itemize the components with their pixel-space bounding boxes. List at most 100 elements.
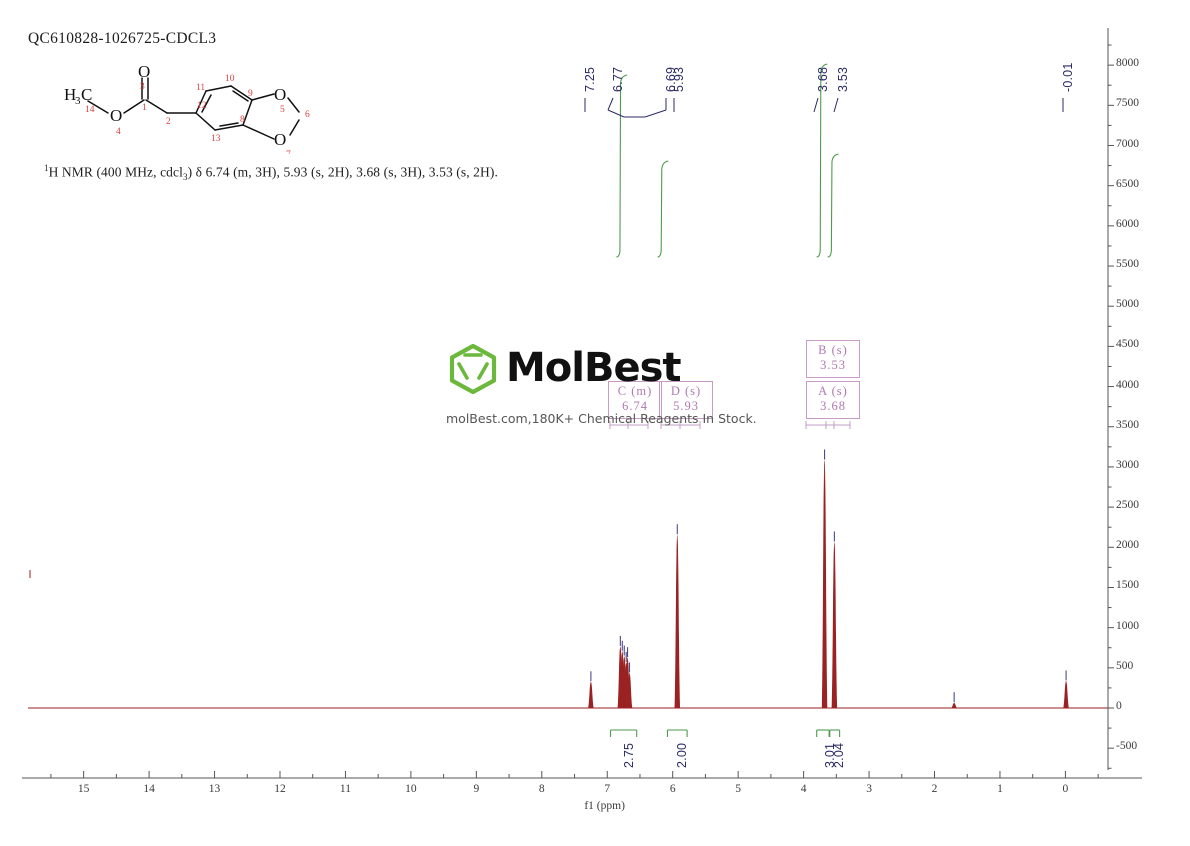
- x-axis-label: 7: [604, 783, 611, 795]
- atom-number-2: 2: [166, 117, 171, 127]
- molbest-tagline: molBest.com,180K+ Chemical Reagents In S…: [446, 411, 757, 426]
- spectrum-title: QC610828-1026725-CDCL3: [28, 30, 217, 47]
- y-axis-label: 6000: [1116, 217, 1139, 230]
- nmr-body: H NMR (400 MHz, cdcl: [48, 164, 183, 180]
- atom-number-14: 14: [85, 105, 95, 115]
- molbest-watermark: MolBest molBest.com,180K+ Chemical Reage…: [446, 342, 757, 438]
- nmr-nucleus-superscript: 1: [44, 163, 49, 173]
- structure-svg: H 3 C O O O O 14 4 3 1 2 12 11 10 9 8 13…: [64, 62, 310, 154]
- y-axis-label: 5000: [1116, 298, 1139, 311]
- atom-number-5: 5: [280, 105, 285, 115]
- atom-number-3: 3: [140, 82, 145, 92]
- nmr-rest: ) δ 6.74 (m, 3H), 5.93 (s, 2H), 3.68 (s,…: [187, 164, 498, 180]
- peak-1.7: [951, 702, 957, 709]
- atom-number-6: 6: [305, 110, 310, 120]
- x-axis-label: 10: [405, 783, 417, 795]
- x-axis-label: 5: [735, 783, 742, 795]
- y-axis-label: 4500: [1116, 338, 1139, 351]
- y-axis-label: 2500: [1116, 499, 1139, 512]
- label-h3c: H: [64, 85, 76, 104]
- molecular-structure-diagram: H 3 C O O O O 14 4 3 1 2 12 11 10 9 8 13…: [24, 44, 344, 154]
- x-axis-label: 4: [800, 783, 807, 795]
- atom-number-10: 10: [225, 74, 235, 84]
- x-axis-label: 1: [997, 783, 1003, 795]
- atom-number-8: 8: [240, 115, 245, 125]
- integral-curve-1: [657, 160, 669, 258]
- x-axis-label: 8: [538, 783, 545, 795]
- y-axis-label: -500: [1116, 740, 1138, 753]
- x-axis-label: 9: [473, 783, 480, 795]
- peak-5.93: [674, 534, 681, 709]
- y-axis-label: 4000: [1116, 378, 1139, 391]
- multiplet-id: B (s): [818, 343, 848, 357]
- shift-leader: [813, 97, 819, 113]
- atom-number-13: 13: [211, 134, 221, 144]
- y-axis-label: 8000: [1116, 57, 1139, 70]
- x-axis-title: f1 (ppm): [584, 800, 625, 812]
- atom-number-12: 12: [197, 101, 207, 111]
- peak-6.66: [626, 673, 633, 709]
- label-h3c-c: C: [81, 85, 92, 104]
- peak-pick-ticks: [590, 449, 1067, 703]
- multiplet-shift: 3.68: [820, 399, 846, 414]
- y-axis-label: 6500: [1116, 177, 1139, 190]
- atom-number-4: 4: [116, 127, 121, 137]
- shift-leader-lines: [584, 97, 1064, 118]
- label-o4: O: [110, 106, 122, 125]
- multiplet-shift: 5.93: [673, 399, 699, 414]
- hexagon-benzene-icon: [449, 343, 497, 394]
- label-o3: O: [138, 62, 150, 81]
- multiplet-id: C (m): [617, 384, 653, 398]
- multiplet-id: D (s): [670, 384, 702, 398]
- peak--0.01: [1063, 681, 1069, 709]
- atom-number-7: 7: [286, 150, 291, 154]
- multiplet-box-b[interactable]: B (s) 3.53: [806, 340, 860, 378]
- integral-curves: [616, 63, 839, 258]
- shift-leader: [607, 97, 614, 111]
- integration-brackets: [609, 729, 841, 737]
- peak-3.68: [821, 460, 828, 709]
- x-axis-label: 11: [339, 783, 351, 795]
- x-axis-label: 13: [208, 783, 221, 795]
- x-axis-label: 3: [866, 783, 872, 795]
- y-axis-label: 2000: [1116, 539, 1139, 552]
- spectrum-trace: [28, 460, 1108, 709]
- atom-number-9: 9: [248, 89, 253, 99]
- nmr-assignment-text: 1H NMR (400 MHz, cdcl3) δ 6.74 (m, 3H), …: [44, 163, 498, 182]
- label-o5: O: [274, 85, 286, 104]
- x-axis-label: 14: [143, 783, 155, 795]
- atom-number-1: 1: [142, 103, 147, 113]
- multiplet-box-c[interactable]: C (m) 6.74: [608, 381, 662, 419]
- shift-leader: [607, 109, 625, 118]
- shift-leader: [644, 109, 667, 118]
- x-axis-label: 15: [77, 783, 90, 795]
- y-axis-label: 3000: [1116, 458, 1139, 471]
- multiplet-box-a[interactable]: A (s) 3.68: [806, 381, 860, 419]
- molbest-brand-text: MolBest: [506, 345, 682, 391]
- y-axis: [1107, 28, 1114, 770]
- nmr-solvent-sub: 3: [182, 172, 188, 183]
- label-o7: O: [274, 130, 286, 149]
- multiplet-shift: 6.74: [622, 399, 648, 414]
- shift-leader: [833, 97, 839, 113]
- x-axis-label: 0: [1062, 783, 1069, 795]
- peak-7.25: [588, 681, 594, 709]
- y-axis-label: 3500: [1116, 418, 1139, 431]
- y-axis-label: 7000: [1116, 137, 1139, 150]
- multiplet-id: A (s): [818, 384, 848, 398]
- y-axis-label: 5500: [1116, 258, 1139, 271]
- multiplet-shift: 3.53: [820, 358, 846, 373]
- multiplet-connectors: [609, 421, 851, 429]
- x-axis: [22, 771, 1142, 779]
- y-axis-label: 500: [1116, 659, 1134, 672]
- integral-curve-0: [616, 74, 628, 258]
- y-axis-label: 1500: [1116, 579, 1139, 592]
- integral-curve-3: [827, 153, 839, 258]
- multiplet-box-d[interactable]: D (s) 5.93: [659, 381, 713, 419]
- y-axis-label: 1000: [1116, 619, 1139, 632]
- atom-number-11: 11: [196, 83, 205, 93]
- y-axis-label: 7500: [1116, 97, 1139, 110]
- y-axis-label: 0: [1116, 700, 1122, 712]
